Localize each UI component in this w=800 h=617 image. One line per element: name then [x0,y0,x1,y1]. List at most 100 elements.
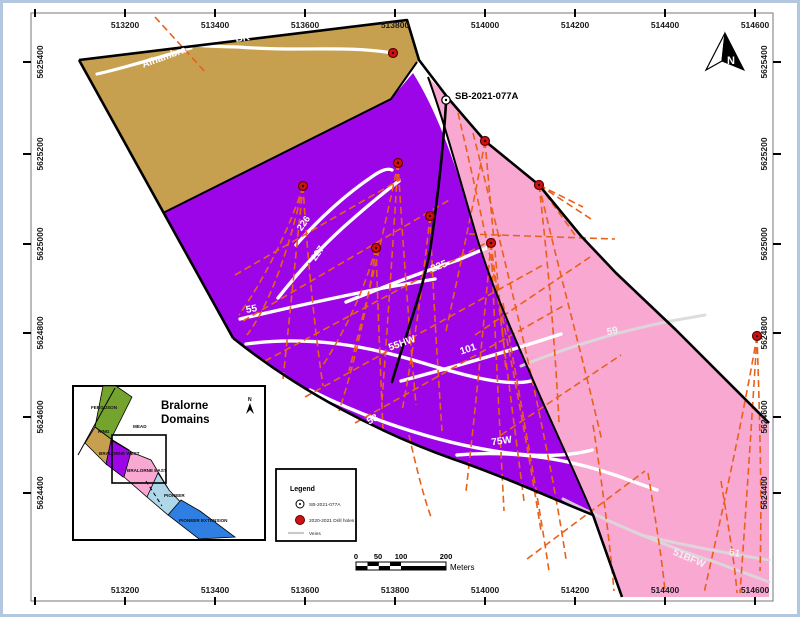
geology-map-canvas: BK Alhambra 226 227 225 55 55HW 101 53 7… [23,9,781,605]
axis-label: 513400 [201,585,230,595]
king-west-domain-boundary [162,61,418,214]
inset-label-ferguson: FERGUSON [91,405,118,410]
vein-55hw [244,339,533,385]
inset-label-bralorne-west: BRALORNE WEST [99,451,140,456]
legend-drillhole-symbol [295,515,305,525]
axis-label: 5624800 [35,316,45,349]
scalebar-tick-50: 50 [374,552,382,561]
axis-label: 5624600 [759,400,769,433]
axis-label: 513200 [111,585,140,595]
collar-center-dot [489,241,493,245]
axis-label: 513800 [381,20,410,30]
west-east-domain-boundary [427,76,594,516]
vein-bk [74,39,395,55]
vein-label-75w: 75W [491,435,513,449]
bottom-axis-labels: 513200 513400 513600 513800 514000 51420… [111,585,770,595]
inset-label-pioneer-extension: PIONEER EXTENSION [179,518,228,523]
axis-label: 513600 [291,20,320,30]
drill-trace [502,302,550,572]
axis-label: 5625200 [759,137,769,170]
axis-label: 5624400 [759,476,769,509]
drill-trace [375,247,384,432]
vein-label-bk: BK [235,32,252,45]
inset-label-bralorne-east: BRALORNE EAST [127,468,167,473]
sb-collar-dot [444,98,448,102]
drill-trace [302,185,324,387]
drill-trace [338,247,377,412]
drill-trace [348,162,399,372]
scalebar-cell [367,562,379,566]
scale-bar: 0 50 100 200 Meters [354,552,475,572]
scalebar-tick-0: 0 [354,552,358,561]
axis-label: 514600 [741,585,770,595]
drill-trace [457,112,542,532]
drill-trace [538,184,584,208]
property-boundary-south [232,336,624,598]
domain-boundaries [77,18,770,598]
axis-label: 513400 [201,20,230,30]
drill-trace [381,162,399,402]
inset-label-pioneer: PIONEER [164,493,185,498]
drill-trace [154,16,207,74]
drill-trace [474,254,594,336]
drill-collars [297,47,763,342]
axis-label: 5625000 [35,227,45,260]
vein-label-59: 59 [606,325,620,338]
scalebar-tick-100: 100 [395,552,408,561]
drill-trace [354,304,566,424]
vein-lines [74,39,771,584]
axis-label: 514200 [561,20,590,30]
drill-trace [538,184,603,442]
inset-ferguson-domain [94,385,133,440]
axis-label: 514400 [651,585,680,595]
legend-item-label: SB-2021-077A [309,502,341,508]
drill-collar-centers [301,51,759,338]
scalebar-unit: Meters [450,563,474,572]
collar-center-dot [483,139,487,143]
drill-trace [490,242,505,512]
vein-55 [238,277,437,321]
inset-title-line2: Domains [161,414,210,426]
collar-center-dot [396,161,400,165]
drill-trace [647,472,666,592]
drill-trace [526,470,646,560]
inset-north-n: N [248,397,252,403]
axis-label: 514000 [471,20,500,30]
scalebar-cell [356,566,368,570]
vein-51 [639,533,771,562]
inset-pioneer-extension-domain [167,499,237,540]
drill-trace [264,234,502,362]
inset-domain-labels: FERGUSON KING MEAD BRALORNE WEST BRALORN… [91,405,228,523]
scalebar-cells [356,562,446,570]
drill-trace [242,198,452,322]
drill-trace [703,335,758,594]
vein-alhambra [95,46,193,76]
property-boundary-ne [78,18,770,424]
collar-center-dot [301,184,305,188]
legend-title: Legend [290,486,315,493]
scalebar-cell [390,562,401,566]
vein-226 [294,167,394,247]
north-arrow-black-half [721,31,746,71]
right-axis-ticks [773,61,781,494]
scalebar-cell [378,566,390,570]
axis-label: 514600 [741,20,770,30]
collar-center-dot [755,334,759,338]
axis-label: 513600 [291,585,320,595]
drill-trace [408,434,432,518]
property-boundary-west [77,59,235,339]
top-axis-labels: 513200 513400 513600 513800 514000 51420… [111,20,770,30]
drill-trace [238,185,304,316]
inset-title-line1: Bralorne [161,400,208,412]
collar-center-dot [391,51,395,55]
bottom-axis-ticks [34,597,756,605]
map-frame-group: 513200 513400 513600 513800 514000 51420… [23,9,781,605]
vein-59 [519,313,707,368]
legend: Legend SB-2021-077A 2020-2021 Drill hole… [275,468,357,542]
right-axis-labels: 5625400 5625200 5625000 5624800 5624600 … [759,45,769,509]
drill-trace [322,247,377,366]
axis-label: 513800 [381,585,410,595]
inset-label-king: KING [98,429,110,434]
vein-75w [455,451,659,492]
inset-extent-rectangle [111,434,167,484]
